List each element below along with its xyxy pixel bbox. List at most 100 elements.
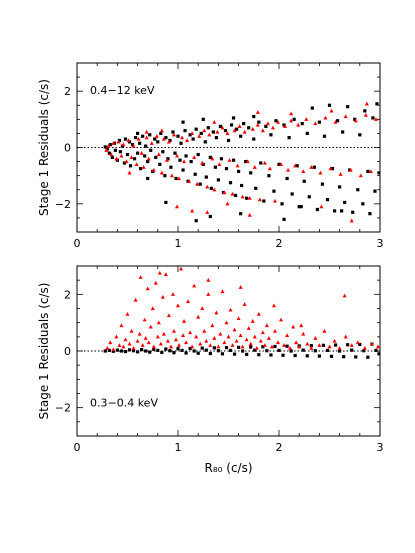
- point-triangle: [349, 343, 354, 347]
- point-triangle: [151, 344, 156, 349]
- point-square: [368, 212, 372, 216]
- point-square: [108, 143, 112, 147]
- point-triangle: [200, 160, 205, 165]
- point-square: [156, 140, 160, 144]
- point-square: [231, 116, 236, 120]
- point-triangle: [373, 117, 378, 121]
- point-square: [148, 350, 152, 354]
- point-triangle: [119, 153, 124, 158]
- point-square: [115, 348, 119, 352]
- point-square: [130, 143, 135, 147]
- point-triangle: [168, 344, 173, 349]
- y-tick-label: 2: [64, 288, 71, 301]
- point-square: [140, 347, 144, 352]
- point-triangle: [117, 343, 122, 347]
- point-square: [143, 154, 147, 158]
- point-square: [144, 144, 148, 148]
- point-triangle: [353, 118, 358, 123]
- point-triangle: [143, 336, 148, 340]
- point-triangle: [202, 328, 207, 333]
- point-triangle: [207, 132, 212, 137]
- point-triangle: [254, 345, 259, 350]
- point-square: [146, 176, 150, 181]
- point-triangle: [305, 341, 310, 346]
- x-tick-label: 2: [276, 237, 283, 250]
- point-triangle: [131, 143, 136, 148]
- point-triangle: [164, 157, 169, 162]
- point-triangle: [237, 124, 242, 128]
- x-tick-label: 1: [175, 237, 182, 250]
- x-tick-label: 3: [377, 237, 384, 250]
- point-square: [196, 351, 200, 355]
- point-triangle: [225, 131, 230, 136]
- point-square: [184, 154, 188, 158]
- point-triangle: [317, 343, 322, 347]
- point-square: [257, 353, 261, 357]
- point-triangle: [255, 110, 260, 114]
- point-triangle: [186, 299, 191, 304]
- point-triangle: [200, 306, 205, 311]
- point-square: [164, 347, 168, 351]
- point-triangle: [180, 135, 185, 140]
- point-square: [234, 127, 239, 131]
- point-triangle: [195, 181, 200, 186]
- point-triangle: [297, 344, 302, 349]
- point-square: [153, 137, 157, 141]
- point-triangle: [309, 345, 314, 350]
- point-triangle: [363, 112, 368, 117]
- point-square: [233, 193, 238, 197]
- point-triangle: [171, 132, 176, 137]
- point-triangle: [177, 176, 182, 181]
- point-triangle: [134, 162, 139, 166]
- point-triangle: [238, 285, 243, 289]
- point-triangle: [190, 344, 195, 349]
- point-triangle: [230, 343, 235, 347]
- point-triangle: [197, 134, 202, 138]
- point-triangle: [291, 324, 296, 329]
- point-triangle: [275, 340, 280, 345]
- point-triangle: [126, 138, 131, 143]
- point-triangle: [198, 341, 203, 346]
- point-triangle: [119, 323, 124, 328]
- point-square: [169, 165, 173, 169]
- point-triangle: [265, 121, 270, 126]
- point-triangle: [187, 179, 192, 183]
- x-tick-label: 3: [377, 441, 384, 454]
- point-triangle: [196, 314, 201, 319]
- point-triangle: [156, 152, 161, 157]
- point-triangle: [170, 292, 175, 296]
- point-triangle: [214, 310, 219, 315]
- point-square: [211, 130, 215, 134]
- point-square: [351, 210, 355, 214]
- point-square: [229, 123, 234, 127]
- point-triangle: [190, 131, 195, 136]
- point-square: [327, 103, 332, 107]
- point-square: [203, 140, 207, 144]
- point-triangle: [145, 286, 150, 291]
- point-triangle: [109, 152, 114, 157]
- point-square: [188, 133, 192, 137]
- point-triangle: [136, 136, 141, 141]
- point-triangle: [184, 340, 189, 345]
- point-square: [272, 189, 276, 193]
- point-square: [346, 343, 350, 347]
- point-triangle: [272, 198, 277, 203]
- point-triangle: [246, 326, 251, 330]
- point-square: [305, 354, 309, 358]
- point-square: [117, 138, 122, 143]
- point-triangle: [225, 201, 230, 206]
- point-triangle: [205, 210, 210, 214]
- point-square: [377, 352, 380, 356]
- point-square: [297, 205, 301, 209]
- point-triangle: [166, 313, 171, 318]
- point-triangle: [142, 317, 147, 322]
- point-square: [247, 126, 251, 130]
- point-square: [223, 129, 228, 133]
- point-square: [245, 352, 249, 356]
- point-triangle: [222, 190, 227, 195]
- point-square: [282, 217, 286, 221]
- point-square: [282, 123, 286, 127]
- point-square: [141, 134, 145, 138]
- point-triangle: [227, 157, 232, 162]
- point-triangle: [194, 334, 199, 339]
